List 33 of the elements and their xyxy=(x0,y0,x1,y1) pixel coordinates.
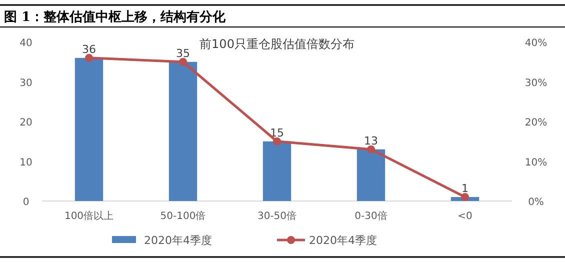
bar xyxy=(262,141,292,201)
point xyxy=(179,58,187,66)
x-tick-label: <0 xyxy=(458,211,472,222)
y2-tick-label: 30% xyxy=(524,78,548,89)
legend-label: 2020年4季度 xyxy=(309,234,377,247)
legend-label: 2020年4季度 xyxy=(144,234,212,247)
data-label: 1 xyxy=(462,182,468,196)
y-tick-label: 30 xyxy=(20,78,32,89)
data-label: 13 xyxy=(364,134,378,148)
data-label: 36 xyxy=(82,42,96,56)
bar xyxy=(168,62,198,201)
y2-tick-label: 0% xyxy=(528,197,544,208)
x-tick-label: 50-100倍 xyxy=(160,210,206,222)
chart-title: 图 1：整体估值中枢上移，结构有分化 xyxy=(4,10,227,25)
point xyxy=(461,193,469,202)
y2-tick-label: 10% xyxy=(524,157,548,168)
y-tick-label: 20 xyxy=(20,118,32,128)
point xyxy=(273,137,281,146)
x-tick-label: 100倍以上 xyxy=(64,210,114,222)
bar xyxy=(356,149,386,201)
data-label: 35 xyxy=(176,46,190,60)
x-tick-label: 30-50倍 xyxy=(257,210,297,222)
bar xyxy=(74,58,104,201)
chart-subtitle: 前100只重仓股估值倍数分布 xyxy=(200,37,354,51)
point xyxy=(85,54,93,62)
data-label: 15 xyxy=(270,126,284,140)
y2-tick-label: 40% xyxy=(524,38,548,49)
point xyxy=(367,145,375,154)
y2-tick-label: 20% xyxy=(524,118,548,128)
y-tick-label: 40 xyxy=(20,38,32,49)
y-tick-label: 0 xyxy=(22,197,30,208)
y-tick-label: 10 xyxy=(20,157,32,168)
x-tick-label: 0-30倍 xyxy=(354,210,388,222)
